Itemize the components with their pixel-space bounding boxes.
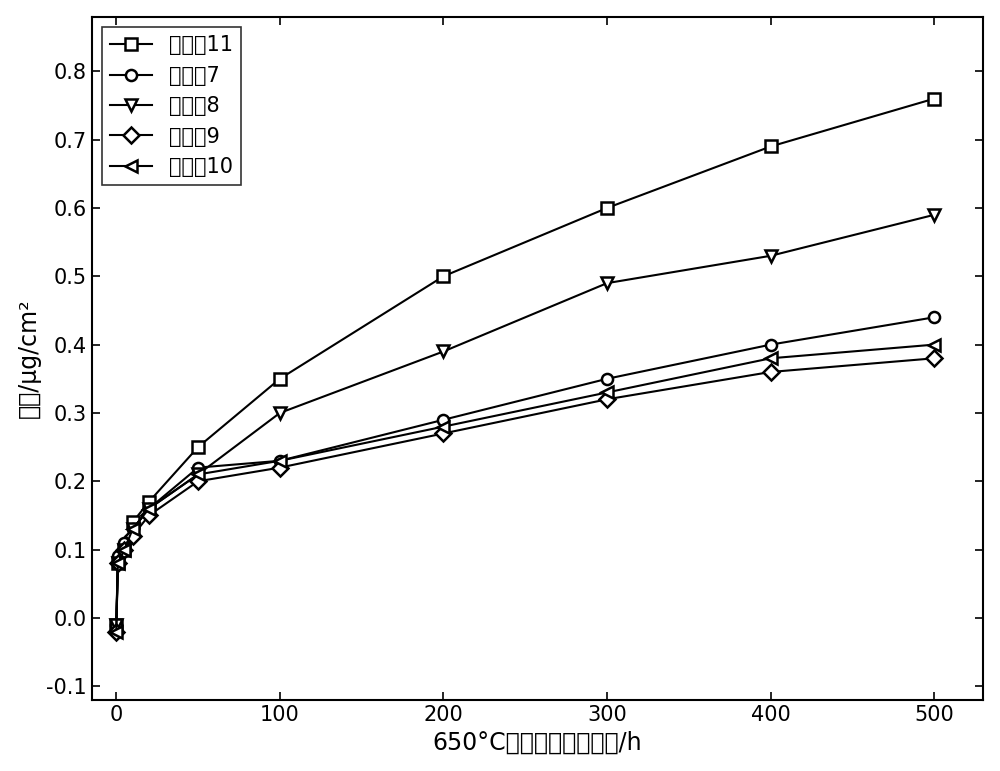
Line: 实施例8: 实施例8	[111, 209, 940, 631]
实施例9	[437, 429, 449, 438]
实施例9	[143, 511, 155, 520]
Y-axis label: 增重/μg/cm²: 增重/μg/cm²	[17, 298, 41, 418]
实施例7	[437, 415, 449, 424]
实施例11	[110, 620, 122, 629]
实施例10	[765, 354, 777, 363]
实施例11	[928, 94, 940, 103]
实施例10	[192, 470, 204, 479]
实施例8	[765, 251, 777, 261]
实施例8	[118, 545, 130, 554]
Line: 实施例7: 实施例7	[111, 311, 940, 631]
实施例9	[118, 545, 130, 554]
实施例10	[274, 456, 286, 466]
实施例11	[274, 374, 286, 383]
实施例10	[110, 627, 122, 636]
实施例10	[112, 559, 124, 568]
Line: 实施例11: 实施例11	[111, 93, 940, 631]
实施例7	[143, 504, 155, 513]
实施例9	[127, 531, 139, 540]
实施例11	[601, 204, 613, 213]
Legend: 实施例11, 实施例7, 实施例8, 实施例9, 实施例10: 实施例11, 实施例7, 实施例8, 实施例9, 实施例10	[102, 27, 241, 185]
实施例7	[127, 524, 139, 534]
实施例8	[112, 559, 124, 568]
实施例8	[274, 409, 286, 418]
实施例10	[118, 545, 130, 554]
实施例10	[127, 524, 139, 534]
实施例11	[112, 559, 124, 568]
实施例7	[192, 463, 204, 473]
Line: 实施例10: 实施例10	[111, 339, 940, 637]
实施例9	[274, 463, 286, 473]
实施例10	[928, 340, 940, 349]
实施例8	[437, 347, 449, 356]
实施例11	[765, 142, 777, 151]
实施例7	[274, 456, 286, 466]
实施例9	[765, 367, 777, 376]
实施例7	[112, 552, 124, 561]
实施例8	[127, 524, 139, 534]
实施例9	[112, 559, 124, 568]
实施例10	[437, 422, 449, 431]
实施例8	[143, 504, 155, 513]
实施例7	[118, 538, 130, 547]
实施例7	[110, 620, 122, 629]
实施例11	[127, 517, 139, 527]
实施例8	[601, 278, 613, 288]
实施例9	[110, 627, 122, 636]
实施例8	[192, 470, 204, 479]
实施例9	[192, 476, 204, 486]
实施例7	[928, 313, 940, 322]
Line: 实施例9: 实施例9	[111, 353, 940, 637]
X-axis label: 650°C条件下的氧化时间/h: 650°C条件下的氧化时间/h	[433, 730, 642, 754]
实施例11	[437, 271, 449, 281]
实施例8	[110, 620, 122, 629]
实施例9	[601, 395, 613, 404]
实施例11	[118, 545, 130, 554]
实施例8	[928, 210, 940, 220]
实施例10	[143, 504, 155, 513]
实施例9	[928, 354, 940, 363]
实施例7	[601, 374, 613, 383]
实施例11	[192, 443, 204, 452]
实施例7	[765, 340, 777, 349]
实施例11	[143, 497, 155, 507]
实施例10	[601, 388, 613, 397]
